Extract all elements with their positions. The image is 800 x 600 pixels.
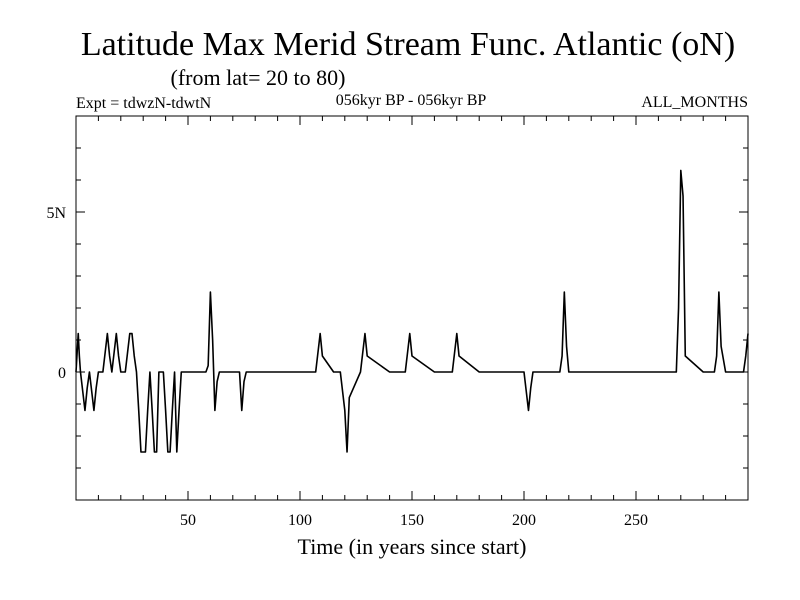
x-tick-label: 100: [288, 512, 312, 529]
y-tick-label: 5N: [46, 205, 66, 222]
x-tick-label: 200: [512, 512, 536, 529]
chart-subtitle: (from lat= 20 to 80): [171, 65, 346, 90]
x-tick-label: 50: [180, 512, 196, 529]
y-tick-labels: 0 5N: [46, 205, 66, 382]
period-label: 056kyr BP - 056kyr BP: [336, 92, 487, 109]
x-ticks: [97, 116, 727, 500]
x-tick-labels: 50 100 150 200 250: [180, 512, 648, 529]
x-tick-label: 250: [624, 512, 648, 529]
series-line: [75, 169, 749, 453]
x-tick-label: 150: [400, 512, 424, 529]
season-label: ALL_MONTHS: [641, 94, 748, 111]
y-ticks: [76, 147, 748, 469]
y-tick-label: 0: [58, 365, 66, 382]
series-lines: [75, 169, 749, 453]
experiment-label: Expt = tdwzN-tdwtN: [76, 95, 212, 112]
x-axis-label: Time (in years since start): [298, 534, 527, 559]
chart-title: Latitude Max Merid Stream Func. Atlantic…: [81, 26, 735, 63]
